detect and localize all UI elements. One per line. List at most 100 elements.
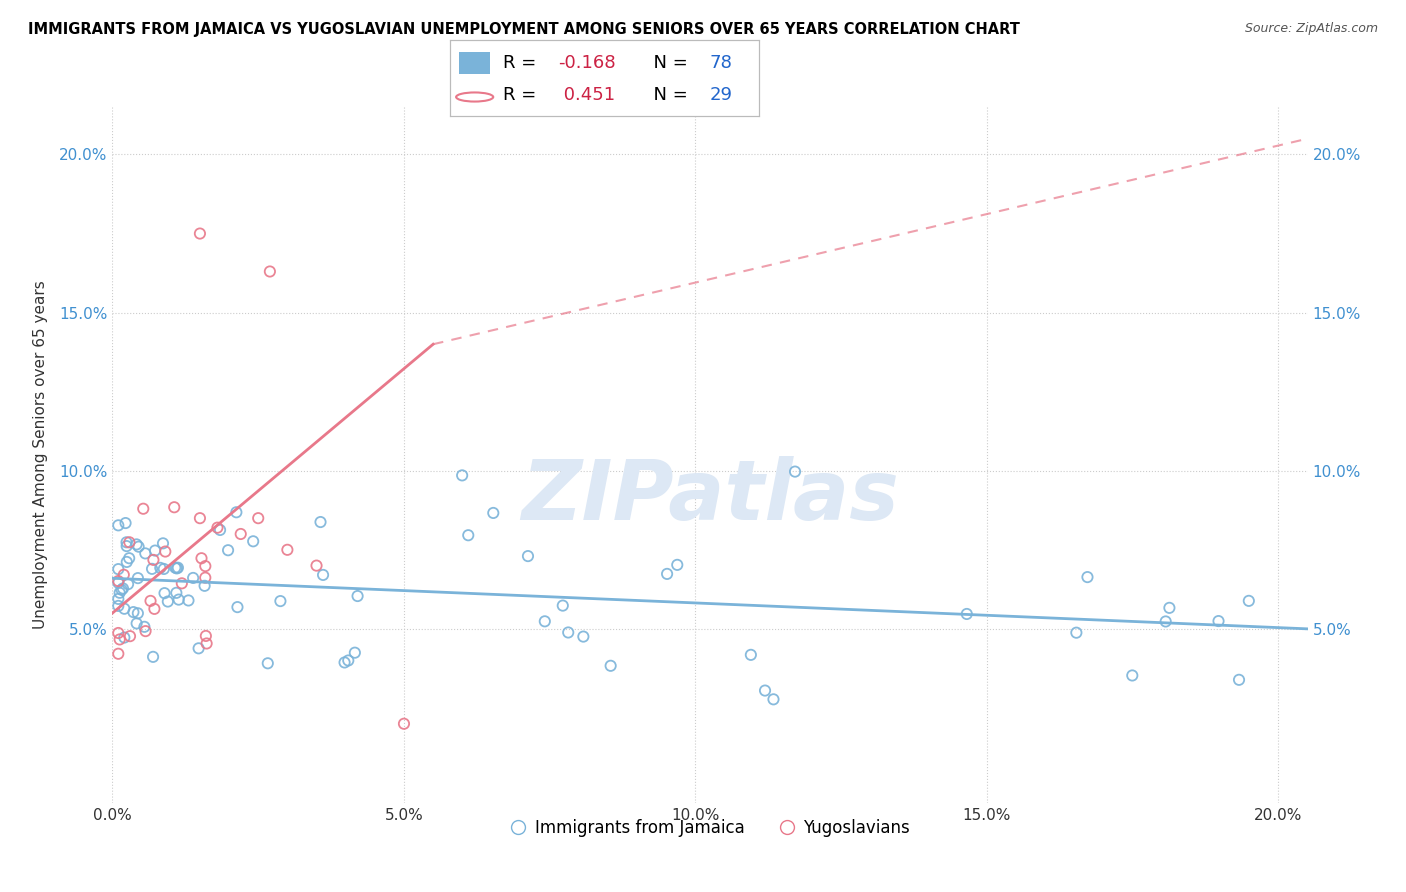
Point <box>112 631 135 645</box>
Point <box>170 576 193 591</box>
Point <box>127 607 149 621</box>
Text: 29: 29 <box>710 86 733 103</box>
Point <box>1066 625 1088 640</box>
Point <box>107 599 129 613</box>
Point <box>392 716 415 731</box>
Point <box>1121 668 1143 682</box>
Point <box>655 566 678 581</box>
Point <box>134 620 156 634</box>
Point <box>217 543 239 558</box>
Point <box>190 551 212 566</box>
Point <box>956 607 979 621</box>
FancyBboxPatch shape <box>460 52 491 74</box>
Point <box>346 589 368 603</box>
Point <box>195 636 218 650</box>
Point <box>149 561 172 575</box>
Point <box>115 555 138 569</box>
Point <box>167 560 190 574</box>
Point <box>312 568 335 582</box>
Point <box>107 518 129 533</box>
Text: Source: ZipAtlas.com: Source: ZipAtlas.com <box>1244 22 1378 36</box>
Point <box>112 601 135 615</box>
Point <box>305 558 328 573</box>
Point <box>143 543 166 558</box>
Point <box>107 562 129 576</box>
Point <box>188 511 211 525</box>
Point <box>457 528 479 542</box>
Point <box>343 646 366 660</box>
Point <box>333 656 356 670</box>
Point <box>115 535 138 549</box>
Point <box>117 577 139 591</box>
Point <box>132 501 155 516</box>
Text: 0.451: 0.451 <box>558 86 616 103</box>
Point <box>165 586 187 600</box>
Point <box>740 648 762 662</box>
Point <box>754 683 776 698</box>
Point <box>247 511 270 525</box>
Point <box>269 594 291 608</box>
Point <box>226 600 249 615</box>
Point <box>167 592 190 607</box>
Point <box>112 567 135 582</box>
Point <box>451 468 474 483</box>
Point <box>572 630 595 644</box>
Point <box>108 632 131 647</box>
Point <box>194 629 217 643</box>
Point <box>155 544 177 558</box>
Point <box>599 658 621 673</box>
Point <box>156 594 179 608</box>
Point <box>107 575 129 590</box>
Point <box>114 516 136 530</box>
Point <box>166 561 188 575</box>
Point <box>107 647 129 661</box>
Point <box>115 539 138 553</box>
Point <box>256 657 278 671</box>
Point <box>125 616 148 631</box>
Point <box>110 582 132 597</box>
Point <box>107 574 129 588</box>
Point <box>128 540 150 554</box>
Point <box>225 505 247 519</box>
Point <box>666 558 689 572</box>
Point <box>118 535 141 549</box>
Point <box>229 527 252 541</box>
Point <box>1076 570 1098 584</box>
Point <box>1154 615 1177 629</box>
Point <box>125 537 148 551</box>
Point <box>127 571 149 585</box>
Text: R =: R = <box>502 86 541 103</box>
Point <box>557 625 579 640</box>
Point <box>276 542 298 557</box>
Point <box>122 605 145 619</box>
Text: ZIPatlas: ZIPatlas <box>522 456 898 537</box>
Point <box>153 562 176 576</box>
Point <box>207 521 229 535</box>
Point <box>259 264 281 278</box>
Point <box>533 615 555 629</box>
Point <box>165 560 187 574</box>
Point <box>188 227 211 241</box>
Point <box>153 586 176 600</box>
Text: -0.168: -0.168 <box>558 54 616 72</box>
Point <box>181 571 204 585</box>
Point <box>309 515 332 529</box>
Point <box>107 591 129 606</box>
Point <box>1208 614 1230 628</box>
Text: 78: 78 <box>710 54 733 72</box>
Point <box>152 536 174 550</box>
Point <box>142 649 165 664</box>
Point <box>143 602 166 616</box>
Point <box>209 523 232 537</box>
Point <box>517 549 540 563</box>
Y-axis label: Unemployment Among Seniors over 65 years: Unemployment Among Seniors over 65 years <box>34 281 48 629</box>
Text: N =: N = <box>641 54 693 72</box>
Point <box>135 624 157 639</box>
Legend: Immigrants from Jamaica, Yugoslavians: Immigrants from Jamaica, Yugoslavians <box>503 812 917 843</box>
Point <box>118 629 141 643</box>
Point <box>194 559 217 574</box>
Point <box>139 594 162 608</box>
Point <box>187 641 209 656</box>
Point <box>194 579 217 593</box>
Point <box>177 593 200 607</box>
